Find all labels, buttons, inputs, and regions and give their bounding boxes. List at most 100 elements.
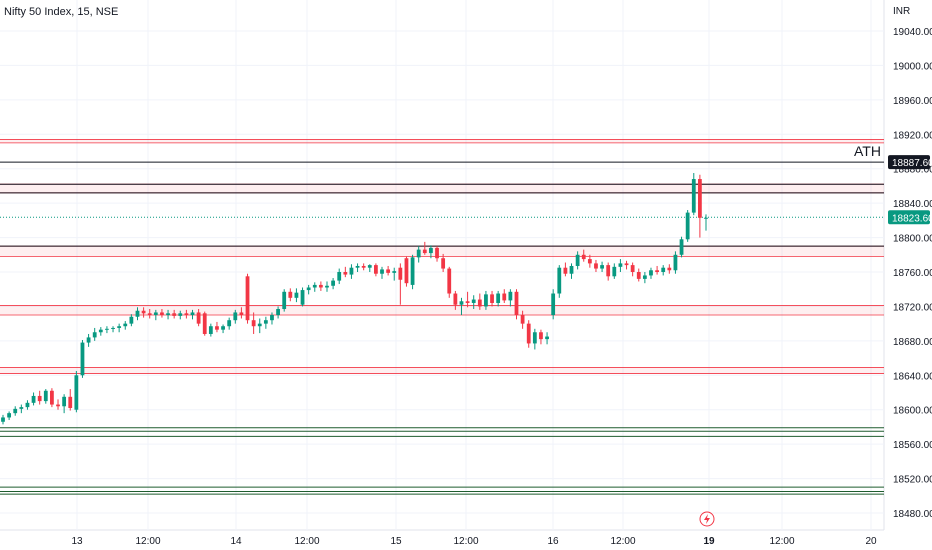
candle bbox=[263, 316, 268, 329]
candle-body bbox=[697, 179, 702, 218]
candle-body bbox=[691, 179, 696, 213]
candle bbox=[526, 320, 531, 348]
candle bbox=[62, 394, 67, 414]
candle bbox=[606, 262, 611, 281]
price-axis[interactable]: 19040.00 19000.00 18960.00 18920.00 18880.00… bbox=[893, 6, 932, 520]
candle bbox=[129, 314, 134, 327]
candle bbox=[459, 297, 464, 316]
candle-body bbox=[331, 280, 335, 286]
candle bbox=[25, 400, 30, 410]
candle bbox=[685, 210, 690, 242]
candle-body bbox=[160, 312, 164, 316]
candle bbox=[190, 309, 195, 320]
candle-body bbox=[441, 258, 446, 269]
y-tick-label: 18600.00 bbox=[893, 406, 932, 417]
candle-body bbox=[704, 217, 708, 219]
x-tick-label: 13 bbox=[71, 536, 83, 547]
candle bbox=[37, 390, 42, 405]
currency-label: INR bbox=[893, 6, 910, 17]
candle bbox=[184, 309, 189, 319]
candle bbox=[233, 309, 238, 324]
candle bbox=[349, 264, 354, 279]
candle-body bbox=[68, 396, 73, 408]
candle bbox=[105, 326, 109, 334]
candle-body bbox=[502, 293, 507, 301]
candle-body bbox=[422, 249, 427, 254]
candle bbox=[618, 259, 623, 272]
y-tick-label: 18720.00 bbox=[893, 302, 932, 313]
candle bbox=[398, 263, 403, 305]
candle-body bbox=[147, 313, 152, 316]
candle bbox=[557, 265, 562, 298]
y-tick-label: 18960.00 bbox=[893, 96, 932, 107]
price-label-text: 18823.60 bbox=[892, 213, 932, 224]
x-tick-label: 12:00 bbox=[294, 536, 319, 547]
candle-body bbox=[490, 294, 494, 303]
candle-body bbox=[337, 272, 342, 281]
candle-body bbox=[520, 315, 525, 324]
chart-title: Nifty 50 Index, 15, NSE bbox=[4, 6, 119, 18]
candle-body bbox=[624, 263, 629, 266]
zone-band bbox=[0, 305, 884, 316]
zone-band bbox=[0, 139, 884, 143]
candle bbox=[19, 404, 24, 414]
candle-body bbox=[166, 313, 170, 316]
candle-body bbox=[557, 267, 562, 294]
candle-body bbox=[312, 284, 317, 288]
candle bbox=[117, 323, 122, 333]
candle bbox=[374, 263, 378, 277]
candle bbox=[239, 307, 244, 319]
candle bbox=[581, 249, 586, 262]
candle-body bbox=[13, 408, 18, 414]
candle-body bbox=[325, 285, 329, 288]
candle bbox=[642, 272, 647, 284]
y-tick-label: 18560.00 bbox=[893, 440, 932, 451]
candle bbox=[471, 295, 476, 310]
candle bbox=[679, 236, 684, 258]
candle bbox=[331, 278, 335, 290]
candle bbox=[300, 287, 305, 307]
candle-body bbox=[563, 267, 568, 274]
candle bbox=[520, 310, 525, 329]
candle-body bbox=[105, 328, 109, 330]
candle-body bbox=[459, 301, 464, 305]
candle-body bbox=[667, 267, 672, 271]
y-tick-label: 18680.00 bbox=[893, 337, 932, 348]
candle bbox=[1, 414, 5, 425]
candle bbox=[56, 399, 60, 410]
candle-body bbox=[245, 276, 250, 321]
candle bbox=[80, 339, 85, 378]
candle bbox=[575, 251, 580, 270]
x-tick-label: 19 bbox=[703, 536, 715, 547]
candle-body bbox=[355, 265, 360, 268]
candle bbox=[68, 389, 73, 411]
candle-body bbox=[453, 293, 458, 305]
candle-body bbox=[37, 395, 42, 402]
candle bbox=[312, 282, 317, 292]
candle-body bbox=[196, 312, 201, 324]
candle bbox=[514, 289, 519, 320]
candle bbox=[172, 309, 177, 319]
candle bbox=[655, 265, 659, 275]
candle-body bbox=[374, 265, 378, 274]
candle bbox=[649, 267, 653, 279]
time-axis[interactable]: 13 12:00 14 12:00 15 12:00 16 12:00 19 12:00 20 bbox=[71, 536, 877, 547]
lightning-icon bbox=[699, 511, 715, 527]
candle bbox=[123, 321, 128, 330]
candle-body bbox=[386, 269, 391, 273]
candle bbox=[86, 333, 91, 347]
candle bbox=[563, 262, 568, 277]
candle bbox=[318, 281, 323, 291]
candle-body bbox=[172, 313, 177, 316]
candle-body bbox=[642, 275, 647, 279]
candle-body bbox=[496, 293, 501, 303]
candle bbox=[343, 266, 348, 278]
price-label-bg bbox=[888, 210, 930, 225]
candle-body bbox=[471, 299, 476, 303]
candle bbox=[288, 288, 293, 302]
candle-body bbox=[98, 329, 103, 333]
candle-body bbox=[545, 336, 549, 340]
candle bbox=[367, 264, 372, 272]
candle bbox=[74, 370, 79, 413]
